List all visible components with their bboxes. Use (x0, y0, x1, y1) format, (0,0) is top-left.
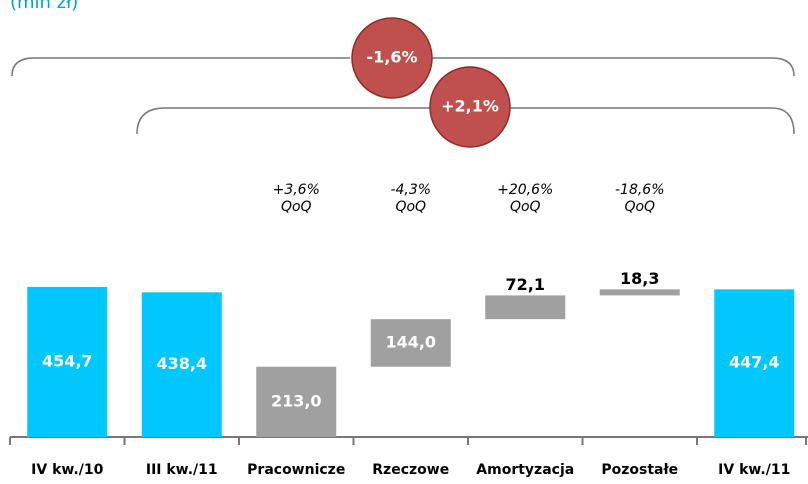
change-badge (351, 17, 433, 99)
change-unit: QoQ (395, 199, 426, 215)
x-tick-label: Amortyzacja (476, 462, 574, 478)
value-label: 213,0 (271, 391, 322, 410)
chart-title: (mln zł) (10, 0, 78, 13)
x-tick-label: IV kw./11 (718, 462, 790, 478)
change-label: -18,6% (615, 182, 665, 198)
x-tick-label: IV kw./10 (31, 462, 103, 478)
change-label: +3,6% (273, 182, 320, 198)
change-label: -4,3% (390, 182, 431, 198)
value-label: 144,0 (385, 332, 436, 351)
bar (485, 295, 566, 320)
bar (141, 292, 222, 437)
value-label: 438,4 (156, 354, 207, 373)
change-unit: QoQ (281, 199, 312, 215)
change-label: +20,6% (497, 182, 553, 198)
bar (256, 366, 337, 437)
bar (27, 286, 108, 437)
x-tick-label: III kw./11 (146, 462, 218, 478)
change-unit: QoQ (510, 199, 541, 215)
change-badge-label: -1,6% (366, 48, 417, 67)
change-badge-label: +2,1% (441, 97, 499, 116)
x-tick-label: Pozostałe (601, 462, 678, 478)
bar (714, 289, 795, 437)
value-label: 454,7 (42, 351, 93, 370)
value-label: 447,4 (729, 353, 780, 372)
bar (599, 289, 680, 296)
change-badge (429, 66, 511, 148)
bar (370, 319, 451, 367)
change-unit: QoQ (624, 199, 655, 215)
value-label: 72,1 (506, 275, 545, 294)
x-tick-label: Pracownicze (247, 462, 345, 478)
bracket (11, 57, 795, 77)
bracket (136, 107, 795, 135)
x-tick-label: Rzeczowe (372, 462, 449, 478)
value-label: 18,3 (620, 269, 659, 288)
